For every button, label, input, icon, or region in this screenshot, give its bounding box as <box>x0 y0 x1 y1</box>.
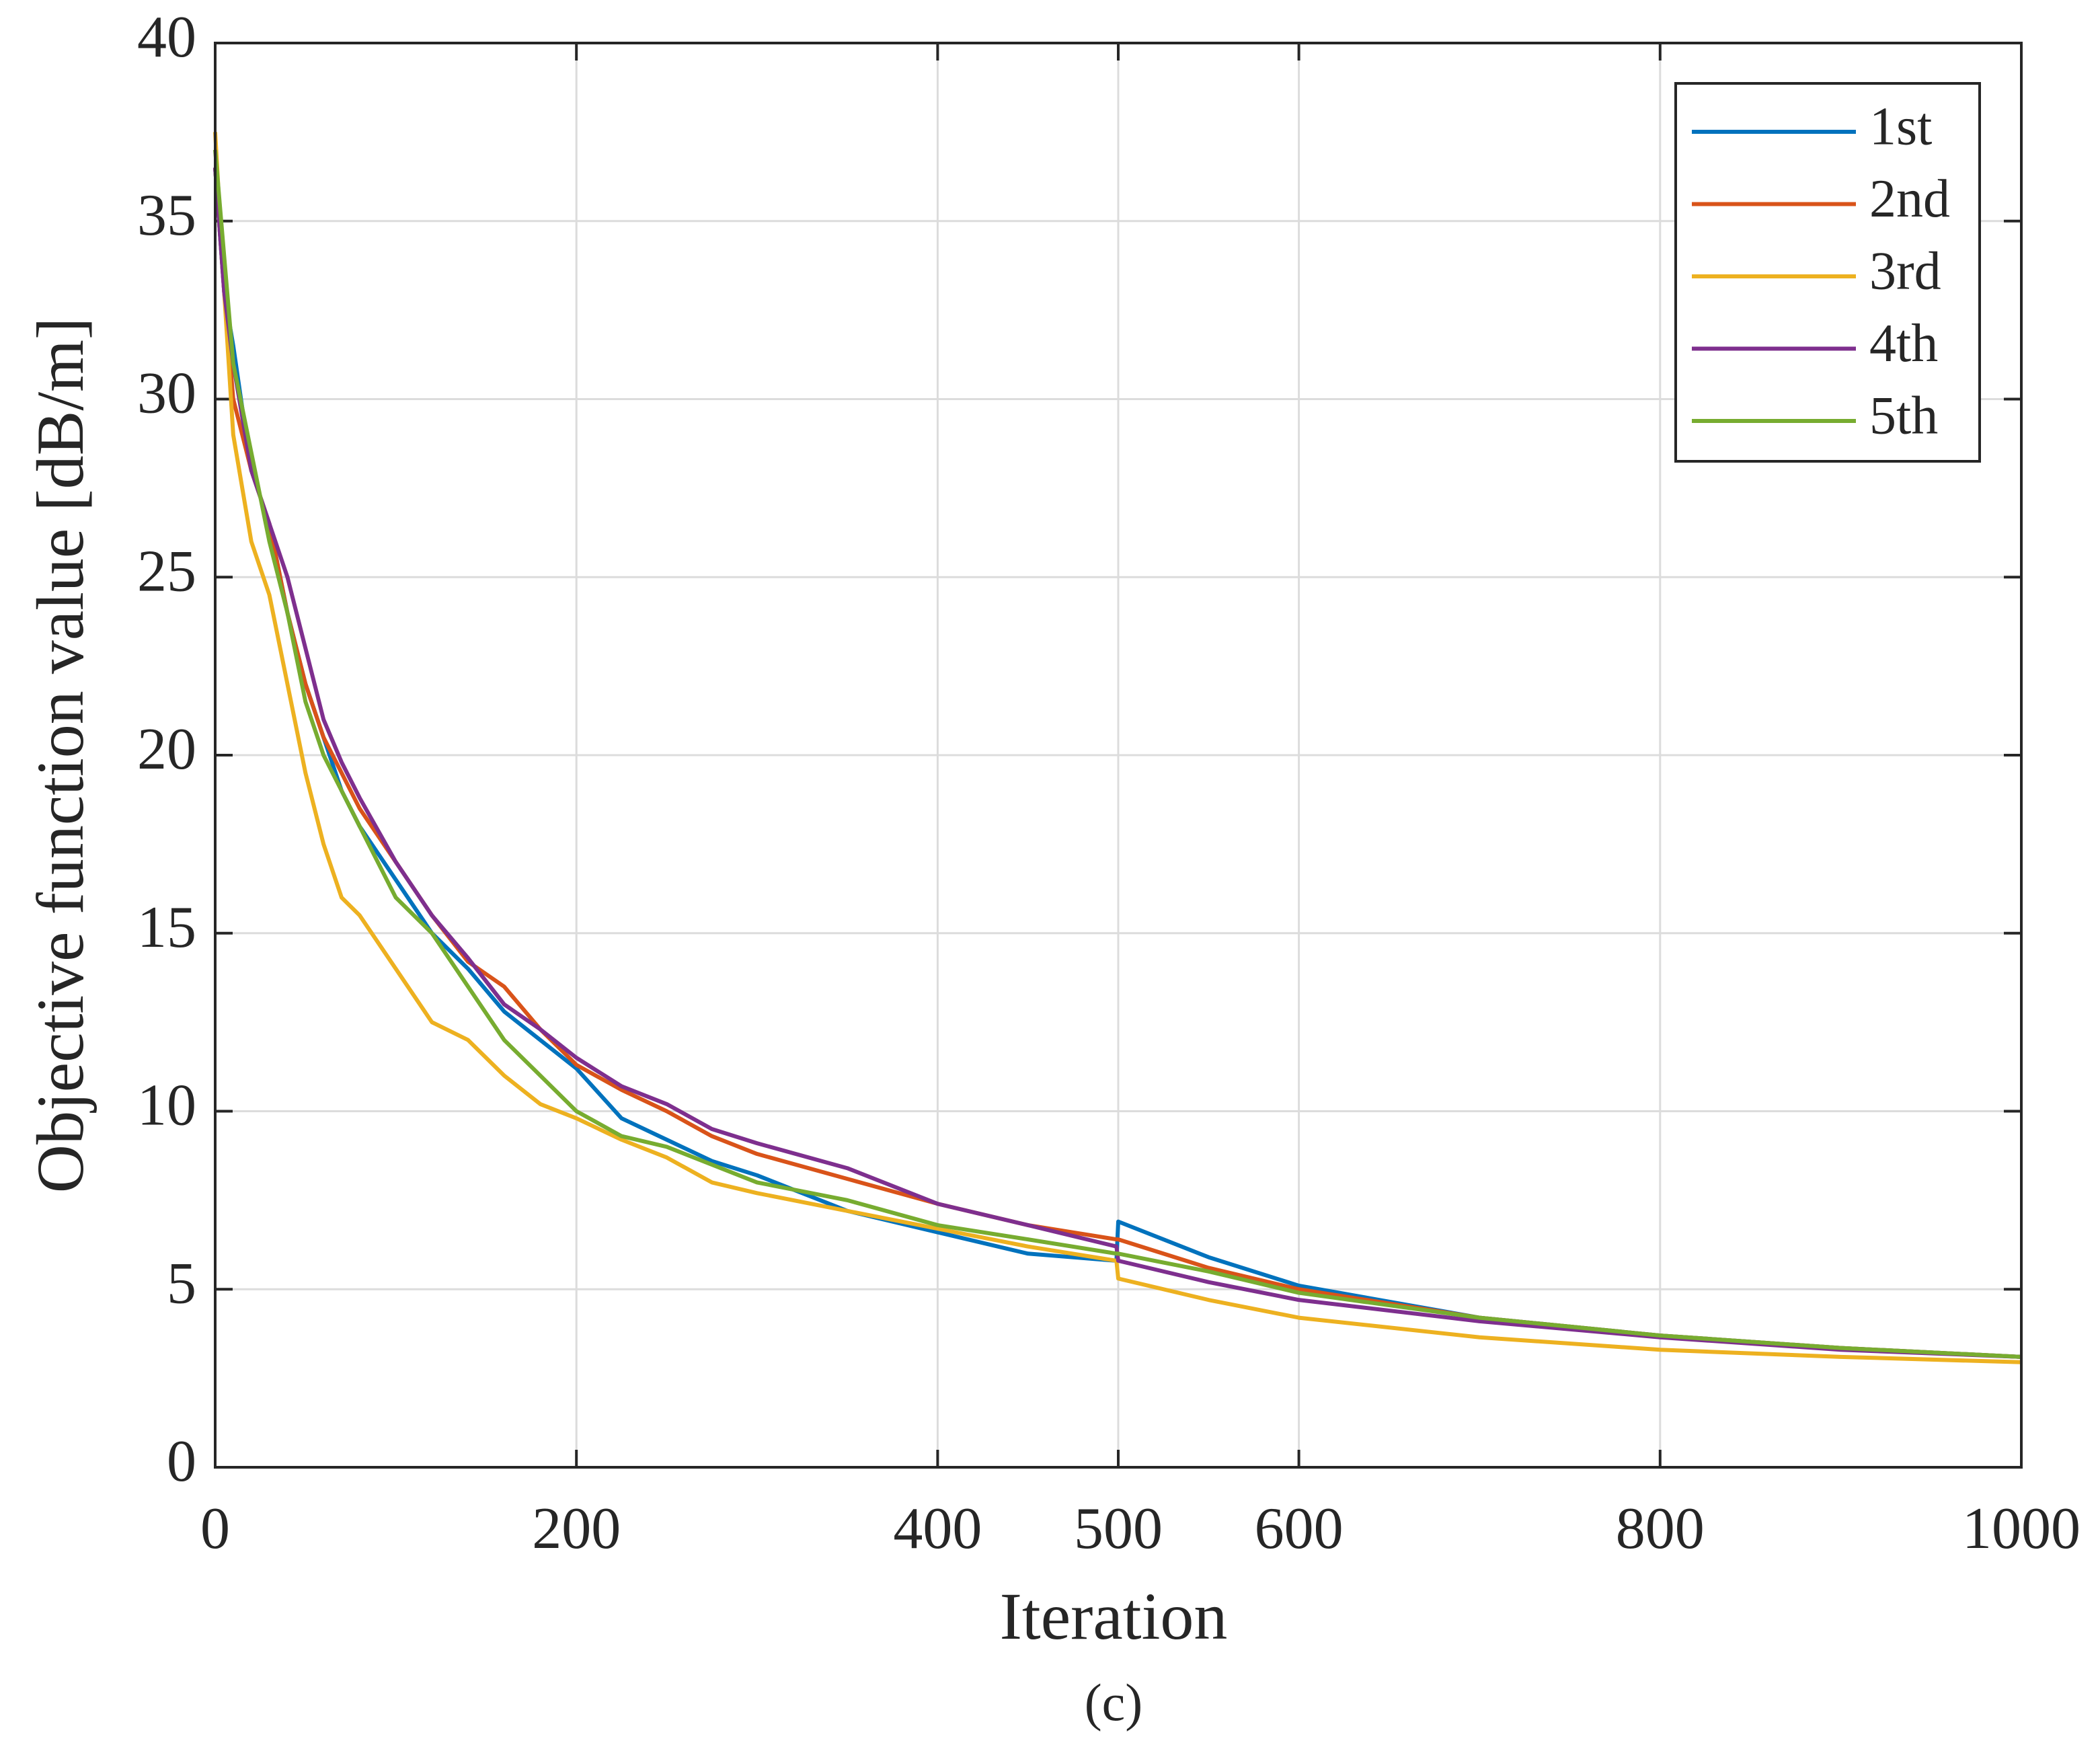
y-tick-label: 20 <box>137 717 196 782</box>
series-line <box>213 149 2022 1359</box>
y-tick-label: 40 <box>137 5 196 70</box>
x-tick-label: 500 <box>1074 1496 1163 1561</box>
legend-label: 5th <box>1869 386 1938 445</box>
x-tick-label: 400 <box>893 1496 982 1561</box>
x-tick-label: 200 <box>532 1496 621 1561</box>
legend-label: 2nd <box>1869 169 1950 229</box>
y-tick-label: 10 <box>137 1073 196 1138</box>
legend-box <box>1674 82 1981 463</box>
plot-frame <box>214 42 2023 1469</box>
y-tick-label: 35 <box>137 183 196 248</box>
y-axis-label: Objective function value [dB/m] <box>23 317 98 1193</box>
legend-label: 3rd <box>1869 241 1941 301</box>
x-tick-label: 600 <box>1255 1496 1344 1561</box>
y-tick-label: 0 <box>167 1429 196 1494</box>
x-tick-label: 1000 <box>1962 1496 2080 1561</box>
legend-label: 4th <box>1869 314 1938 373</box>
y-tick-label: 30 <box>137 361 196 426</box>
series-line <box>213 167 2022 1359</box>
x-axis-label: Iteration <box>1000 1579 1228 1654</box>
x-tick-label: 800 <box>1616 1496 1705 1561</box>
legend-label: 1st <box>1869 97 1932 156</box>
x-tick-label: 0 <box>200 1496 230 1561</box>
y-tick-label: 25 <box>137 539 196 604</box>
y-tick-label: 15 <box>137 895 196 960</box>
caption: (c) <box>1085 1673 1143 1732</box>
y-tick-label: 5 <box>167 1251 196 1316</box>
series-line <box>213 132 2022 1364</box>
